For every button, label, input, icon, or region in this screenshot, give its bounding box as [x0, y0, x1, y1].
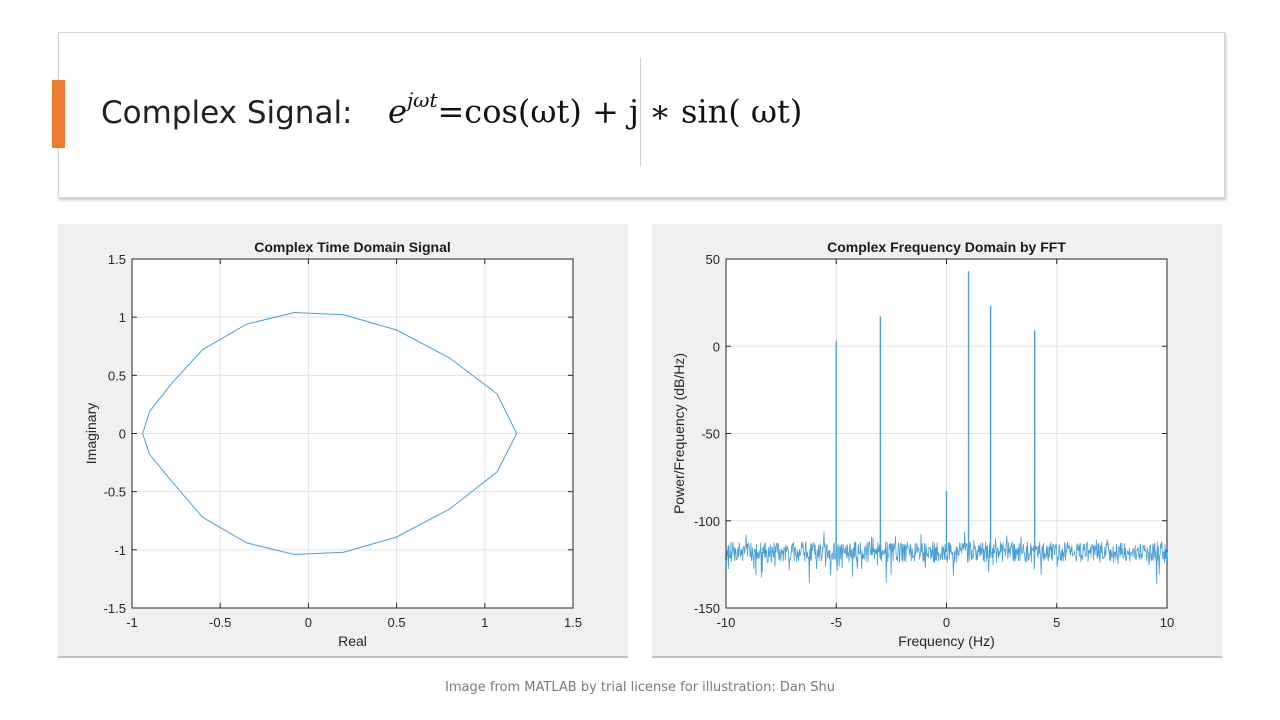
- x-tick-label: 1.5: [564, 615, 582, 630]
- x-tick-label: 0: [943, 615, 950, 630]
- y-tick-label: 0: [713, 339, 720, 354]
- x-axis-label: Real: [338, 633, 367, 649]
- x-tick-label: 1: [481, 615, 488, 630]
- x-tick-label: -10: [717, 615, 736, 630]
- formula-equals: =: [437, 92, 465, 131]
- y-tick-label: 1.5: [108, 252, 126, 267]
- time-domain-panel: -1 -0.5 0 0.5 1 1.5 -1.5 -1 -0.5 0 0.5 1 1.5 Complex …: [58, 224, 628, 658]
- y-tick-label: 0: [119, 427, 126, 442]
- x-tick-label: 0.5: [388, 615, 406, 630]
- noise-floor-trace: [725, 531, 1168, 585]
- signal-trace: [142, 311, 518, 556]
- y-tick-label: 0.5: [108, 368, 126, 383]
- time-domain-chart: -1 -0.5 0 0.5 1 1.5-1.5-1-0.500.511.5Complex …: [83, 239, 582, 649]
- formula-plus: +: [592, 92, 619, 131]
- y-tick-label: -150: [694, 601, 720, 616]
- x-tick-label: 5: [1053, 615, 1060, 630]
- x-tick-label: -0.5: [209, 615, 231, 630]
- y-tick-label: -50: [701, 427, 720, 442]
- formula-base: e: [388, 92, 407, 131]
- accent-bar: [52, 80, 65, 148]
- y-tick-label: -1.5: [104, 601, 126, 616]
- y-tick-label: 50: [706, 252, 720, 267]
- euler-formula: ejωt=cos(ωt) + j ∗ sin( ωt): [388, 88, 803, 131]
- y-tick-label: -100: [694, 514, 720, 529]
- y-tick-label: -1: [114, 543, 126, 558]
- x-tick-label: -1: [126, 615, 138, 630]
- formula-exponent: jωt: [406, 88, 438, 112]
- formula-sin: j ∗ sin( ωt): [628, 92, 803, 131]
- x-tick-label: 10: [1160, 615, 1174, 630]
- x-tick-label: 0: [305, 615, 312, 630]
- x-axis-label: Frequency (Hz): [898, 633, 994, 649]
- y-tick-label: -0.5: [104, 485, 126, 500]
- x-tick-label: -5: [830, 615, 842, 630]
- title-box: [58, 32, 1225, 198]
- frequency-domain-panel: -10 -5 0 5 10 -150 -100 -50 0 50 Complex Frequency…: [652, 224, 1222, 658]
- y-axis-label: Imaginary: [83, 403, 99, 464]
- chart-title: Complex Frequency Domain by FFT: [827, 239, 1066, 255]
- text-cursor: [640, 58, 641, 166]
- formula-cos: cos(ωt): [464, 92, 582, 131]
- image-credit: Image from MATLAB by trial license for i…: [445, 680, 835, 695]
- y-axis-label: Power/Frequency (dB/Hz): [671, 353, 687, 514]
- y-tick-label: 1: [119, 310, 126, 325]
- chart-title: Complex Time Domain Signal: [254, 239, 451, 255]
- slide-title: Complex Signal:: [101, 95, 353, 131]
